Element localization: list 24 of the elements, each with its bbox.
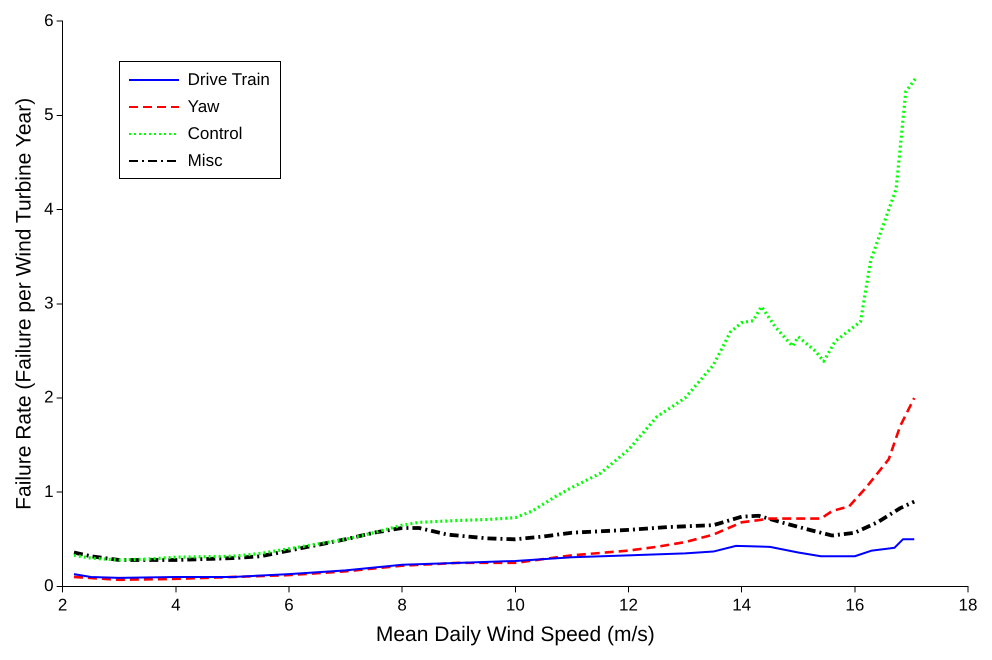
y-tick-label: 2 bbox=[44, 388, 54, 407]
x-tick-label: 8 bbox=[397, 595, 407, 614]
y-axis-title: Failure Rate (Failure per Wind Turbine Year) bbox=[12, 98, 36, 510]
x-axis-title: Mean Daily Wind Speed (m/s) bbox=[376, 623, 655, 646]
x-tick-label: 2 bbox=[58, 595, 68, 614]
legend-label: Yaw bbox=[188, 96, 220, 117]
y-tick-label: 6 bbox=[44, 10, 54, 30]
y-tick-label: 5 bbox=[44, 105, 54, 124]
y-tick-label: 3 bbox=[44, 293, 54, 312]
x-tick-label: 10 bbox=[506, 595, 525, 614]
x-tick-label: 4 bbox=[171, 595, 181, 614]
x-tick-label: 18 bbox=[958, 595, 978, 614]
line-series bbox=[72, 500, 916, 562]
legend-label: Drive Train bbox=[188, 70, 270, 90]
line-series bbox=[72, 396, 916, 582]
legend-label: Control bbox=[188, 124, 242, 144]
y-tick-label: 4 bbox=[44, 199, 54, 218]
x-tick-label: 12 bbox=[619, 595, 638, 614]
x-tick-label: 16 bbox=[845, 595, 864, 614]
y-tick-label: 0 bbox=[44, 576, 54, 596]
x-tick-label: 6 bbox=[284, 595, 294, 614]
y-tick-label: 1 bbox=[44, 482, 54, 501]
x-tick-label: 14 bbox=[732, 595, 752, 614]
legend-label: Misc bbox=[188, 150, 223, 171]
